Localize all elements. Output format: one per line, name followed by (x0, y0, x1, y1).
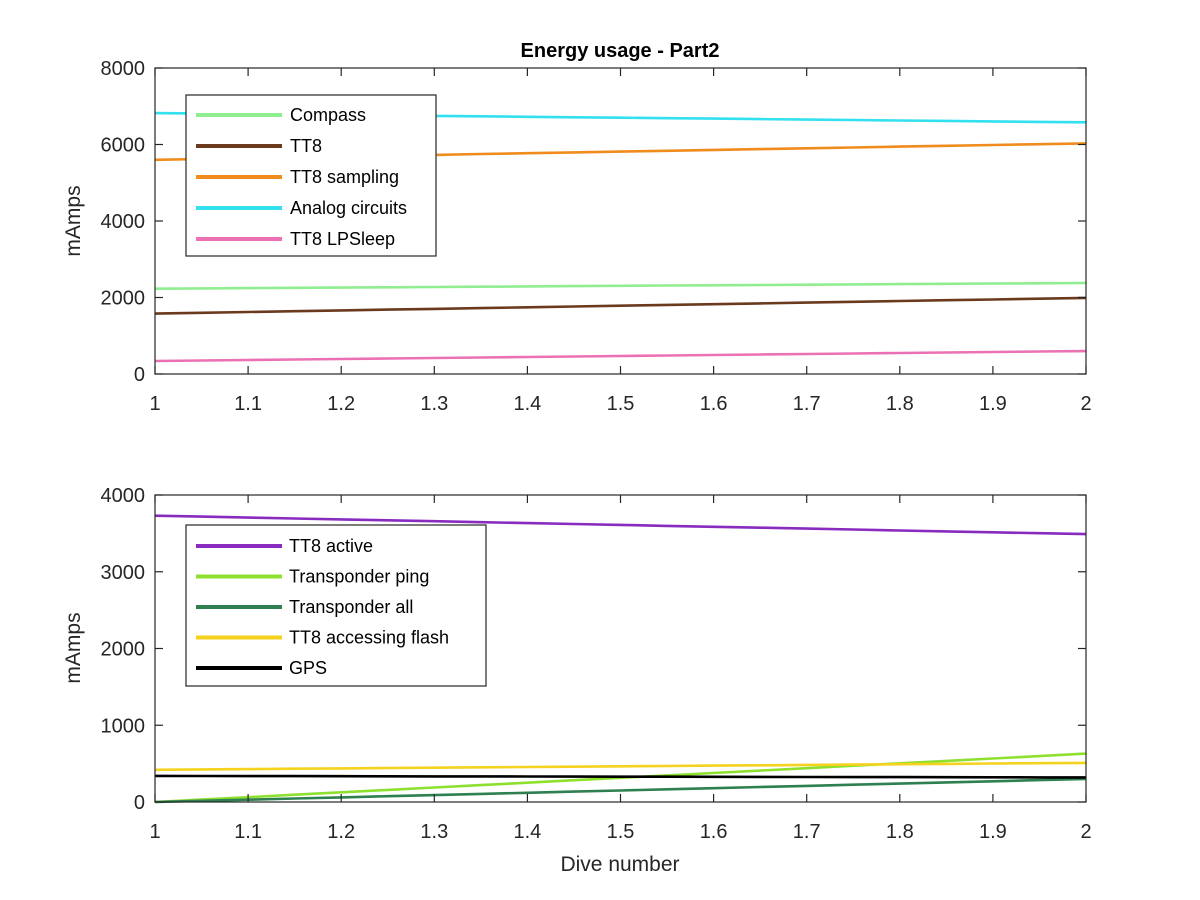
x-tick-label: 1.8 (886, 821, 914, 843)
x-tick-label: 1.5 (607, 821, 635, 843)
y-tick-label: 2000 (101, 288, 146, 310)
legend: TT8 active Transponder ping Transponder al… (185, 524, 487, 687)
y-tick-label: 6000 (101, 135, 146, 157)
y-tick-label: 4000 (101, 211, 146, 233)
x-tick-label: 1.9 (979, 393, 1007, 415)
y-tick-label: 2000 (101, 639, 146, 661)
ticks-layer: 1 1.1 1.2 1.3 1.4 1.5 1.6 1.7 1.8 1.9 2 0 1000 2000 30… (101, 485, 1092, 843)
energy-chart-top: Energy usage - Part2 mAmps 1 1.1 1.2 1.3 1.4… (62, 40, 1092, 415)
legend-label: TT8 accessing flash (289, 628, 449, 648)
chart-title: Energy usage - Part2 (521, 40, 720, 62)
x-tick-label: 1.8 (886, 393, 914, 415)
x-tick-label: 1.9 (979, 821, 1007, 843)
x-tick-label: 2 (1080, 393, 1091, 415)
x-axis-label: Dive number (560, 853, 679, 876)
x-tick-label: 1.6 (700, 821, 728, 843)
legend-label: Transponder all (289, 597, 413, 617)
x-tick-label: 1.3 (420, 821, 448, 843)
plot-area-frame (154, 494, 1087, 803)
series-line-tt8 (154, 296, 1087, 315)
series-layer (154, 514, 1087, 804)
x-tick-label: 1.7 (793, 393, 821, 415)
legend-label: GPS (289, 658, 327, 678)
legend-label: TT8 (290, 136, 322, 156)
y-axis-label: mAmps (62, 612, 85, 683)
x-tick-label: 1.5 (607, 393, 635, 415)
y-tick-label: 8000 (101, 58, 146, 80)
plot-area-frame (154, 67, 1087, 375)
x-tick-label: 2 (1080, 821, 1091, 843)
legend-label: Analog circuits (290, 198, 407, 218)
x-tick-label: 1.6 (700, 393, 728, 415)
y-tick-label: 0 (134, 792, 145, 814)
x-tick-label: 1.4 (513, 821, 541, 843)
x-tick-label: 1.1 (234, 393, 262, 415)
series-line-tt8-accessing-flash (154, 761, 1087, 772)
x-tick-label: 1 (149, 393, 160, 415)
x-tick-label: 1.3 (420, 393, 448, 415)
x-tick-label: 1.4 (513, 393, 541, 415)
legend-label: TT8 active (289, 536, 373, 556)
series-line-compass (154, 281, 1087, 290)
y-axis-label: mAmps (62, 185, 85, 256)
x-tick-label: 1.2 (327, 393, 355, 415)
legend-label: Compass (290, 105, 366, 125)
series-line-transponder-all (154, 777, 1087, 804)
legend-label: Transponder ping (289, 567, 429, 587)
ticks-layer: 1 1.1 1.2 1.3 1.4 1.5 1.6 1.7 1.8 1.9 2 0 2000 4000 60… (101, 58, 1092, 415)
y-tick-label: 3000 (101, 562, 146, 584)
series-line-gps (154, 774, 1086, 779)
series-line-tt8-lpsleep (154, 349, 1087, 363)
y-tick-label: 4000 (101, 485, 146, 507)
x-tick-label: 1 (149, 821, 160, 843)
y-tick-label: 1000 (101, 715, 146, 737)
legend-label: TT8 LPSleep (290, 229, 395, 249)
x-tick-label: 1.1 (234, 821, 262, 843)
x-tick-label: 1.2 (327, 821, 355, 843)
energy-chart-bottom: mAmps Dive number 1 1.1 1.2 1.3 1.4 1.5 1.6 1.7… (62, 485, 1092, 876)
y-tick-label: 0 (134, 364, 145, 386)
legend-label: TT8 sampling (290, 167, 399, 187)
legend: Compass TT8 TT8 sampling Analog circuits TT8… (185, 94, 437, 257)
x-tick-label: 1.7 (793, 821, 821, 843)
series-line-tt8-active (154, 514, 1087, 536)
